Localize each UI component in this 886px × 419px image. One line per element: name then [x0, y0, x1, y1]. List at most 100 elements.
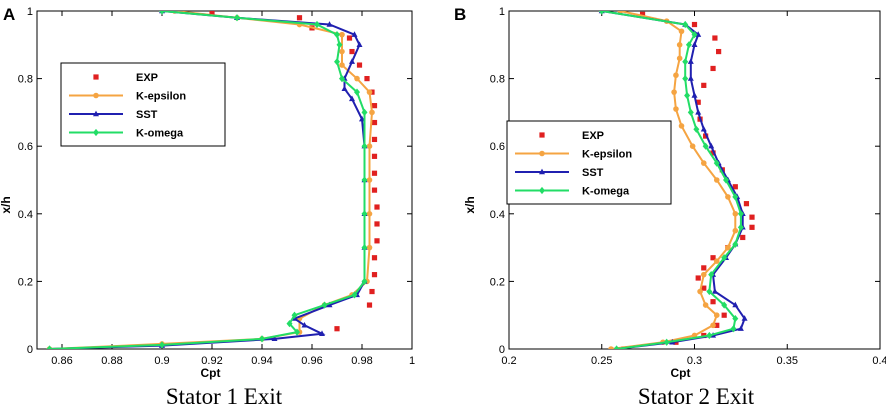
- data-point-exp: [366, 302, 373, 308]
- data-point-exp: [701, 285, 707, 291]
- x-tick-label: 0.35: [777, 355, 798, 367]
- data-point-sst: [351, 31, 358, 37]
- data-point-k-omega: [708, 271, 715, 279]
- y-tick-label: 0.6: [490, 141, 505, 153]
- data-point-k-epsilon: [713, 177, 720, 183]
- data-point-sst: [737, 325, 744, 331]
- data-point-k-omega: [354, 88, 360, 96]
- data-point-k-epsilon: [339, 31, 345, 38]
- data-point-k-epsilon: [673, 72, 679, 79]
- data-point-k-epsilon: [710, 322, 716, 329]
- data-point-k-omega: [361, 210, 368, 218]
- x-tick-label: 0.92: [201, 355, 222, 367]
- data-point-k-omega: [321, 301, 328, 309]
- data-point-exp: [374, 238, 380, 244]
- panel-label: B: [454, 5, 466, 24]
- data-point-sst: [711, 288, 718, 294]
- data-point-sst: [271, 335, 278, 342]
- data-point-k-epsilon: [366, 143, 373, 149]
- data-point-k-omega: [361, 108, 368, 116]
- data-point-k-epsilon: [725, 194, 731, 200]
- x-tick-label: 0.94: [251, 355, 272, 367]
- data-point-exp: [371, 136, 378, 143]
- x-tick-label: 0.96: [301, 355, 322, 367]
- data-point-exp: [371, 153, 378, 159]
- data-point-exp: [691, 21, 698, 28]
- data-point-k-omega: [351, 291, 358, 299]
- data-point-exp: [371, 272, 378, 278]
- y-tick-label: 0.4: [490, 209, 505, 221]
- data-point-exp: [695, 275, 701, 281]
- data-point-sst: [687, 58, 694, 64]
- data-point-k-omega: [691, 31, 698, 39]
- data-point-sst: [326, 21, 333, 27]
- x-tick-label: 0.88: [101, 355, 122, 367]
- data-point-k-epsilon: [732, 227, 739, 234]
- data-point-k-omega: [286, 320, 293, 328]
- data-point-k-omega: [732, 240, 739, 248]
- data-point-exp: [356, 62, 363, 68]
- legend-marker-k-omega: [539, 186, 545, 195]
- data-point-k-epsilon: [676, 55, 683, 62]
- data-point-exp: [349, 48, 355, 55]
- data-point-exp: [364, 76, 370, 82]
- data-point-k-omega: [732, 193, 739, 201]
- data-point-sst: [708, 142, 715, 149]
- data-point-exp: [703, 133, 709, 139]
- x-tick-label: 0.4: [872, 355, 886, 367]
- data-point-exp: [639, 11, 646, 17]
- data-point-k-omega: [706, 331, 713, 340]
- data-point-k-epsilon: [369, 109, 375, 116]
- data-point-exp: [716, 48, 722, 55]
- data-point-k-omega: [732, 314, 739, 323]
- data-point-k-epsilon: [354, 75, 360, 82]
- legend-marker-sst: [93, 110, 99, 117]
- legend-marker-exp: [539, 132, 545, 138]
- data-point-sst: [301, 321, 308, 328]
- data-point-sst: [695, 109, 702, 115]
- legend-marker-k-epsilon: [539, 150, 545, 157]
- series-k-omega: [46, 11, 368, 349]
- y-tick-label: 0: [27, 344, 33, 356]
- panel-label: A: [3, 5, 15, 24]
- data-point-k-omega: [684, 91, 691, 100]
- data-point-exp: [369, 288, 375, 295]
- data-point-k-omega: [361, 277, 368, 285]
- x-tick-label: 0.9: [154, 355, 169, 367]
- data-point-sst: [356, 41, 363, 47]
- data-point-k-omega: [361, 142, 368, 150]
- x-axis-title: Cpt: [671, 366, 691, 380]
- data-point-k-omega: [294, 328, 300, 336]
- x-tick-label: 1: [409, 355, 415, 367]
- data-point-k-epsilon: [689, 143, 696, 149]
- legend-label-k-epsilon: K-epsilon: [582, 149, 632, 161]
- data-point-k-omega: [721, 254, 728, 262]
- data-point-exp: [371, 255, 378, 261]
- legend-label-sst: SST: [136, 109, 158, 121]
- data-point-k-omega: [613, 345, 620, 349]
- data-point-k-omega: [682, 75, 689, 83]
- data-point-k-epsilon: [697, 288, 703, 295]
- legend: EXP K-epsilon SST K-omega: [60, 62, 226, 147]
- y-tick-label: 0: [499, 344, 505, 356]
- data-point-exp: [701, 82, 707, 88]
- panel-b: B0.2 0.25 0.3 0.35 0.400.20.40.60.81Cptx/hEX…: [454, 5, 886, 409]
- data-point-exp: [701, 265, 707, 271]
- data-point-k-omega: [702, 142, 709, 150]
- data-point-sst: [341, 85, 348, 91]
- data-point-exp: [346, 35, 353, 41]
- x-axis-title: Cpt: [201, 366, 221, 380]
- data-point-k-epsilon: [725, 244, 731, 251]
- data-point-k-omega: [721, 301, 728, 309]
- data-point-k-omega: [723, 176, 730, 184]
- data-point-k-omega: [663, 338, 670, 346]
- y-tick-label: 0.8: [490, 74, 505, 86]
- legend-label-k-omega: K-omega: [582, 186, 630, 198]
- data-point-exp: [710, 150, 716, 156]
- data-point-k-epsilon: [366, 177, 373, 183]
- data-point-exp: [712, 35, 718, 41]
- legend-marker-k-epsilon: [93, 92, 99, 99]
- data-point-k-omega: [713, 159, 720, 167]
- data-point-k-epsilon: [678, 28, 685, 35]
- data-point-sst: [691, 92, 698, 98]
